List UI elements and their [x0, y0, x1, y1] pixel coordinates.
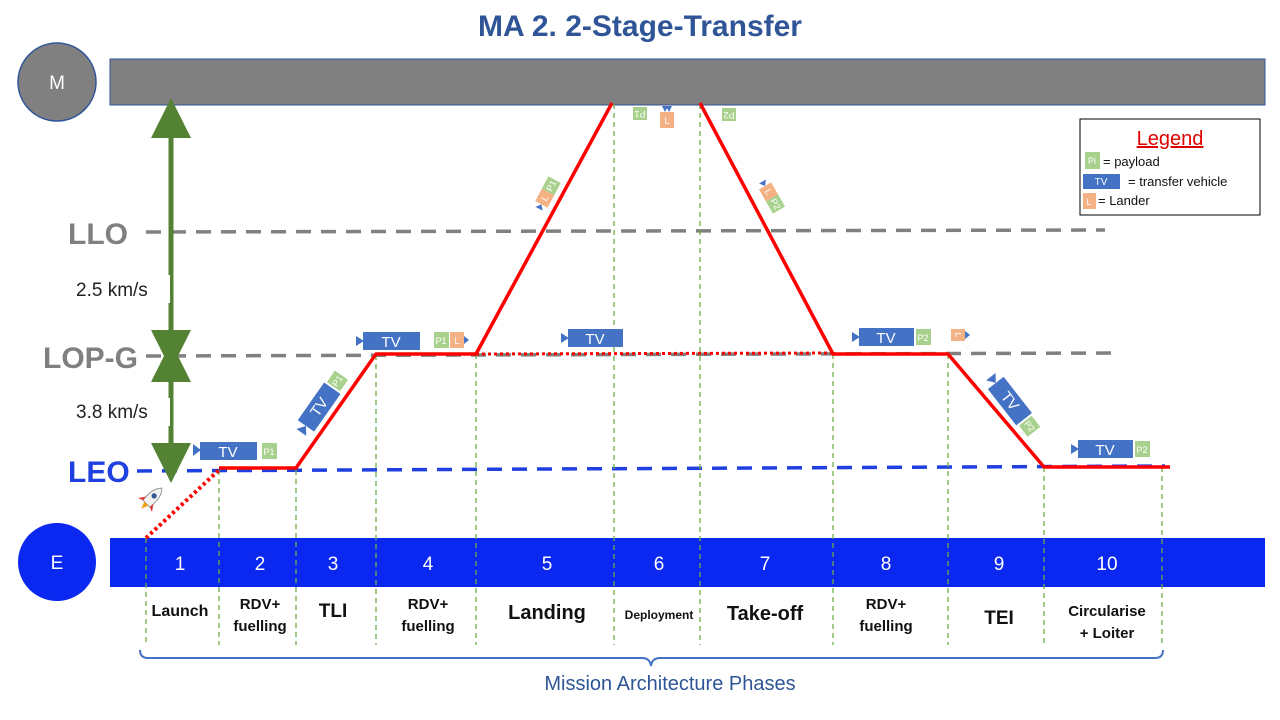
svg-text:L: L	[664, 116, 669, 126]
phase-number-2: 2	[255, 554, 266, 575]
phase-number-7: 7	[760, 554, 771, 575]
svg-text:P1: P1	[435, 336, 446, 346]
llo-orbit-line	[145, 228, 1106, 234]
svg-text:P2: P2	[917, 333, 928, 343]
phase-name-9: TEI	[984, 608, 1014, 629]
svg-text:P1: P1	[634, 109, 645, 119]
phase-number-5: 5	[542, 554, 553, 575]
lopg-label: LOP-G	[43, 342, 138, 375]
phase-name-3: TLI	[319, 601, 348, 622]
svg-text:TV: TV	[585, 331, 604, 348]
phase-name-2: RDV+ fuelling	[233, 596, 286, 635]
phase-name-4: RDV+ fuelling	[401, 596, 454, 635]
phase-name-1: Launch	[152, 603, 209, 620]
svg-text:P1: P1	[263, 447, 274, 457]
phase-dividers	[145, 104, 1163, 645]
legend-payload-text: = payload	[1103, 154, 1160, 169]
rocket-icon	[137, 487, 163, 513]
phase-number-6: 6	[654, 554, 665, 575]
tv-vehicle-phase10: TV	[1071, 440, 1133, 459]
moon-circle	[17, 42, 97, 122]
svg-text:P2: P2	[1136, 445, 1147, 455]
phase-names: Launch RDV+ fuelling TLI RDV+ fuelling Landing…	[152, 596, 1146, 642]
payload-p1-phase4: P1	[434, 332, 449, 348]
earth-circle	[18, 523, 96, 601]
tv-vehicle-phase4: TV	[356, 332, 420, 351]
svg-text:P1: P1	[544, 179, 558, 193]
legend-tv-icon	[1083, 174, 1120, 189]
phase-number-3: 3	[328, 554, 339, 575]
phase-numbers: 1 2 3 4 5 6 7 8 9 10	[175, 554, 1118, 575]
lander-descending: L P1	[535, 176, 561, 211]
legend: Legend Pi = payload TV = transfer vehicl…	[1079, 118, 1261, 216]
svg-text:TV: TV	[1095, 442, 1114, 459]
diagram-title: MA 2. 2-Stage-Transfer	[478, 10, 802, 43]
tv-vehicle-phase2: TV	[193, 442, 257, 461]
phase-name-6: Deployment	[625, 608, 694, 622]
earth-label: E	[51, 553, 64, 574]
moon-surface-bar	[109, 58, 1266, 106]
leo-label: LEO	[68, 456, 130, 489]
phase-name-8: RDV+ fuelling	[859, 596, 912, 635]
moon-label: M	[49, 73, 65, 94]
delta-v-upper-label: 2.5 km/s	[76, 280, 148, 301]
phase-number-1: 1	[175, 554, 186, 575]
legend-payload-icon	[1085, 152, 1100, 169]
lander-surface: L	[660, 106, 674, 128]
svg-text:L: L	[454, 336, 459, 346]
svg-text:L: L	[539, 194, 550, 203]
legend-lander-text: = Lander	[1098, 193, 1150, 208]
svg-text:TV: TV	[1095, 177, 1108, 188]
svg-text:P2: P2	[723, 110, 734, 120]
legend-tv-text: = transfer vehicle	[1128, 174, 1227, 189]
payload-p2-phase10: P2	[1135, 441, 1150, 457]
svg-text:TV: TV	[381, 334, 400, 351]
lander-ascending: L P2	[758, 179, 786, 214]
payload-p2-surface: P2	[722, 108, 736, 121]
payload-p1-surface: P1	[633, 107, 647, 120]
legend-title: Legend	[1137, 128, 1204, 150]
llo-label: LLO	[68, 218, 128, 251]
lander-phase8: L	[951, 329, 970, 341]
svg-text:L: L	[1086, 197, 1091, 207]
phase-name-5: Landing	[508, 602, 586, 624]
leo-orbit-line	[136, 464, 1166, 473]
phase-name-10: Circularise + Loiter	[1068, 603, 1146, 642]
return-trajectory	[698, 102, 1170, 469]
footer-caption: Mission Architecture Phases	[544, 673, 795, 695]
legend-lander-icon	[1083, 193, 1096, 209]
svg-text:TV: TV	[218, 444, 237, 461]
phase-number-9: 9	[994, 554, 1005, 575]
svg-text:L: L	[953, 332, 963, 337]
phase-number-8: 8	[881, 554, 892, 575]
payload-p1-phase2: P1	[262, 443, 277, 459]
phase-number-10: 10	[1096, 554, 1117, 575]
svg-text:L: L	[763, 187, 774, 196]
lander-phase4: L	[450, 332, 469, 348]
phase-number-4: 4	[423, 554, 434, 575]
phases-brace	[139, 649, 1164, 667]
delta-v-lower-label: 3.8 km/s	[76, 402, 148, 423]
svg-text:P2: P2	[768, 197, 782, 212]
svg-text:Pi: Pi	[1088, 156, 1096, 166]
payload-p2-phase8: P2	[916, 329, 931, 345]
tv-vehicle-phase5: TV	[561, 329, 623, 348]
tv-vehicle-phase8: TV	[852, 328, 914, 347]
launch-trajectory	[144, 468, 221, 540]
svg-text:TV: TV	[876, 330, 895, 347]
mission-trajectory	[219, 102, 614, 470]
earth-surface-bar	[110, 538, 1265, 587]
tv-vehicle-phase9: TV P2	[986, 372, 1041, 437]
phase-name-7: Take-off	[727, 603, 804, 625]
